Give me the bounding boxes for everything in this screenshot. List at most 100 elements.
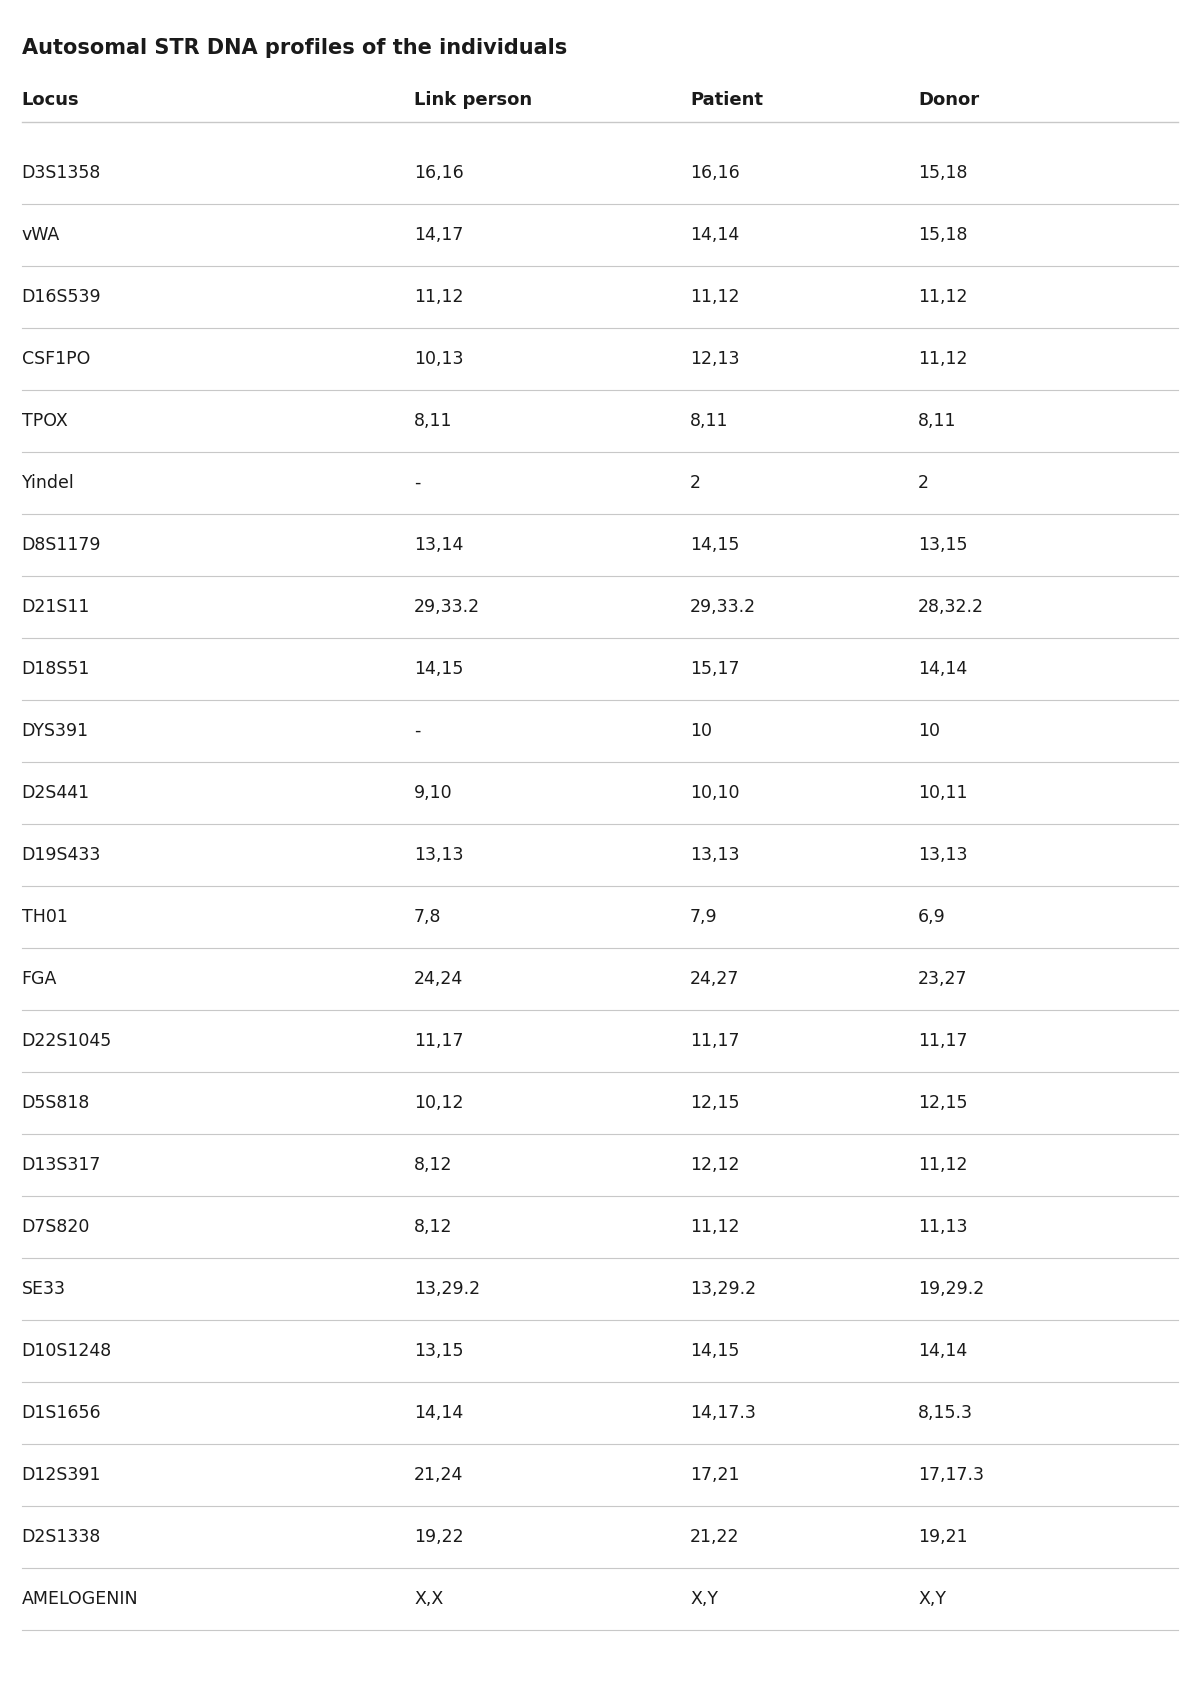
Text: D2S441: D2S441 [22,784,90,802]
Text: 12,15: 12,15 [690,1094,739,1111]
Text: 14,17: 14,17 [414,226,463,243]
Text: FGA: FGA [22,969,56,988]
Text: 8,11: 8,11 [414,412,452,431]
Text: D22S1045: D22S1045 [22,1032,112,1051]
Text: 11,12: 11,12 [918,350,967,368]
Text: TPOX: TPOX [22,412,67,431]
Text: 13,15: 13,15 [918,535,967,554]
Text: D18S51: D18S51 [22,660,90,677]
Text: 23,27: 23,27 [918,969,967,988]
Text: 14,14: 14,14 [690,226,739,243]
Text: D5S818: D5S818 [22,1094,90,1111]
Text: 9,10: 9,10 [414,784,452,802]
Text: 19,29.2: 19,29.2 [918,1280,984,1299]
Text: D7S820: D7S820 [22,1218,90,1236]
Text: 10,11: 10,11 [918,784,967,802]
Text: 6,9: 6,9 [918,909,946,926]
Text: 10,13: 10,13 [414,350,463,368]
Text: 14,14: 14,14 [918,660,967,677]
Text: 15,18: 15,18 [918,164,967,182]
Text: 21,24: 21,24 [414,1466,463,1485]
Text: D12S391: D12S391 [22,1466,101,1485]
Text: 7,8: 7,8 [414,909,442,926]
Text: 13,14: 13,14 [414,535,463,554]
Text: CSF1PO: CSF1PO [22,350,90,368]
Text: 11,12: 11,12 [690,1218,739,1236]
Text: 24,27: 24,27 [690,969,739,988]
Text: Yindel: Yindel [22,475,74,491]
Text: 15,17: 15,17 [690,660,739,677]
Text: 13,13: 13,13 [690,846,739,865]
Text: 16,16: 16,16 [414,164,463,182]
Text: 8,11: 8,11 [918,412,956,431]
Text: 14,15: 14,15 [690,535,739,554]
Text: D16S539: D16S539 [22,289,101,306]
Text: 11,17: 11,17 [414,1032,463,1051]
Text: 11,12: 11,12 [918,289,967,306]
Text: 14,14: 14,14 [918,1343,967,1360]
Text: 13,29.2: 13,29.2 [690,1280,756,1299]
Text: 15,18: 15,18 [918,226,967,243]
Text: X,X: X,X [414,1589,443,1608]
Text: 14,15: 14,15 [414,660,463,677]
Text: 29,33.2: 29,33.2 [414,598,480,616]
Text: Autosomal STR DNA profiles of the individuals: Autosomal STR DNA profiles of the indivi… [22,37,566,57]
Text: 7,9: 7,9 [690,909,718,926]
Text: 2: 2 [690,475,701,491]
Text: 10,10: 10,10 [690,784,739,802]
Text: Locus: Locus [22,91,79,110]
Text: 19,21: 19,21 [918,1529,967,1545]
Text: 8,12: 8,12 [414,1155,452,1174]
Text: SE33: SE33 [22,1280,66,1299]
Text: 13,13: 13,13 [414,846,463,865]
Text: 13,15: 13,15 [414,1343,463,1360]
Text: 11,12: 11,12 [690,289,739,306]
Text: 8,12: 8,12 [414,1218,452,1236]
Text: 10,12: 10,12 [414,1094,463,1111]
Text: 14,17.3: 14,17.3 [690,1404,756,1422]
Text: 10: 10 [918,721,940,740]
Text: 13,29.2: 13,29.2 [414,1280,480,1299]
Text: 13,13: 13,13 [918,846,967,865]
Text: 14,14: 14,14 [414,1404,463,1422]
Text: vWA: vWA [22,226,60,243]
Text: Patient: Patient [690,91,763,110]
Text: AMELOGENIN: AMELOGENIN [22,1589,138,1608]
Text: 12,13: 12,13 [690,350,739,368]
Text: 8,15.3: 8,15.3 [918,1404,973,1422]
Text: 11,17: 11,17 [690,1032,739,1051]
Text: DYS391: DYS391 [22,721,89,740]
Text: 12,15: 12,15 [918,1094,967,1111]
Text: 8,11: 8,11 [690,412,728,431]
Text: 16,16: 16,16 [690,164,739,182]
Text: X,Y: X,Y [690,1589,718,1608]
Text: 29,33.2: 29,33.2 [690,598,756,616]
Text: 24,24: 24,24 [414,969,463,988]
Text: D3S1358: D3S1358 [22,164,101,182]
Text: 17,21: 17,21 [690,1466,739,1485]
Text: 17,17.3: 17,17.3 [918,1466,984,1485]
Text: 28,32.2: 28,32.2 [918,598,984,616]
Text: 11,17: 11,17 [918,1032,967,1051]
Text: D21S11: D21S11 [22,598,90,616]
Text: 19,22: 19,22 [414,1529,463,1545]
Text: D13S317: D13S317 [22,1155,101,1174]
Text: D19S433: D19S433 [22,846,101,865]
Text: D2S1338: D2S1338 [22,1529,101,1545]
Text: 11,12: 11,12 [918,1155,967,1174]
Text: TH01: TH01 [22,909,67,926]
Text: Link person: Link person [414,91,532,110]
Text: D1S1656: D1S1656 [22,1404,101,1422]
Text: 21,22: 21,22 [690,1529,739,1545]
Text: 11,12: 11,12 [414,289,463,306]
Text: 11,13: 11,13 [918,1218,967,1236]
Text: X,Y: X,Y [918,1589,946,1608]
Text: 14,15: 14,15 [690,1343,739,1360]
Text: -: - [414,475,420,491]
Text: D8S1179: D8S1179 [22,535,101,554]
Text: 10: 10 [690,721,712,740]
Text: -: - [414,721,420,740]
Text: 2: 2 [918,475,929,491]
Text: D10S1248: D10S1248 [22,1343,112,1360]
Text: Donor: Donor [918,91,979,110]
